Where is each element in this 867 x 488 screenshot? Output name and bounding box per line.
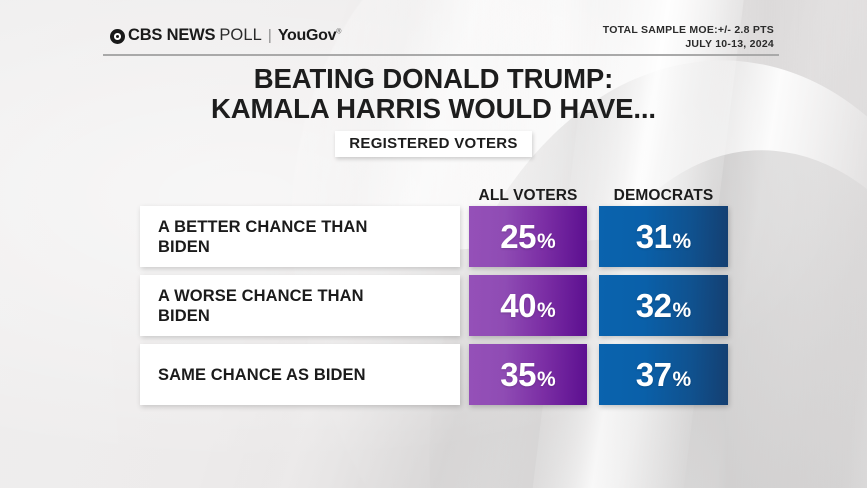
- value-text: 25%: [500, 220, 555, 253]
- value-text: 37%: [636, 358, 691, 391]
- row-label-line-1: A WORSE CHANCE THAN: [158, 286, 364, 305]
- value-text: 40%: [500, 289, 555, 322]
- value-cell-democrats: 32%: [599, 275, 728, 336]
- row-label-line-2: BIDEN: [158, 306, 210, 325]
- value-number: 31: [635, 218, 672, 255]
- column-header-democrats: DEMOCRATS: [613, 187, 714, 204]
- brand-partner-label: YouGov®: [277, 26, 342, 44]
- title-block: BEATING DONALD TRUMP: KAMALA HARRIS WOUL…: [0, 64, 867, 157]
- page-title-line-1: BEATING DONALD TRUMP:: [253, 63, 614, 94]
- cbs-news-poll-yougov-logo: CBS NEWS POLL | YouGov®: [110, 26, 341, 45]
- results-table: ALL VOTERS DEMOCRATS A BETTER CHANCE THA…: [140, 184, 728, 405]
- value-text: 35%: [500, 358, 555, 391]
- table-column-headers: ALL VOTERS DEMOCRATS: [140, 184, 728, 206]
- table-row: SAME CHANCE AS BIDEN 35% 37%: [140, 344, 728, 405]
- brand-network-label: CBS NEWS: [128, 26, 216, 44]
- value-cell-democrats: 37%: [599, 344, 728, 405]
- row-label-text: SAME CHANCE AS BIDEN: [158, 365, 366, 385]
- header-meta: TOTAL SAMPLE MOE:+/- 2.8 PTS JULY 10-13,…: [603, 24, 774, 51]
- value-text: 32%: [636, 289, 691, 322]
- value-number: 35: [500, 356, 537, 393]
- value-text: 31%: [636, 220, 691, 253]
- brand-separator: |: [267, 27, 272, 44]
- subtitle-badge: REGISTERED VOTERS: [335, 131, 532, 157]
- subtitle-wrap: REGISTERED VOTERS: [0, 131, 867, 157]
- header: CBS NEWS POLL | YouGov® TOTAL SAMPLE MOE…: [110, 24, 774, 52]
- percent-sign: %: [537, 368, 556, 391]
- value-cell-all-voters: 35%: [469, 344, 587, 405]
- column-header-all-voters: ALL VOTERS: [478, 187, 578, 204]
- row-label-box: SAME CHANCE AS BIDEN: [140, 344, 460, 405]
- table-row: A BETTER CHANCE THAN BIDEN 25% 31%: [140, 206, 728, 267]
- row-label-box: A BETTER CHANCE THAN BIDEN: [140, 206, 460, 267]
- row-label-line-1: A BETTER CHANCE THAN: [158, 217, 368, 236]
- row-label-line-2: BIDEN: [158, 237, 210, 256]
- row-label-text: A WORSE CHANCE THAN BIDEN: [158, 286, 364, 326]
- value-number: 37: [635, 356, 672, 393]
- trademark-icon: ®: [336, 28, 342, 36]
- margin-of-error-text: TOTAL SAMPLE MOE:+/- 2.8 PTS: [602, 24, 774, 36]
- field-dates-text: JULY 10-13, 2024: [685, 37, 774, 50]
- header-divider: [103, 54, 779, 56]
- value-cell-democrats: 31%: [599, 206, 728, 267]
- row-label-box: A WORSE CHANCE THAN BIDEN: [140, 275, 460, 336]
- value-cell-all-voters: 40%: [469, 275, 587, 336]
- percent-sign: %: [672, 368, 692, 391]
- percent-sign: %: [537, 299, 556, 322]
- percent-sign: %: [672, 230, 692, 253]
- page-title-line-2: KAMALA HARRIS WOULD HAVE...: [211, 93, 656, 124]
- percent-sign: %: [537, 230, 556, 253]
- value-number: 25: [500, 218, 537, 255]
- value-cell-all-voters: 25%: [469, 206, 587, 267]
- value-number: 40: [500, 287, 537, 324]
- row-label-text: A BETTER CHANCE THAN BIDEN: [158, 217, 367, 257]
- brand-poll-label: POLL: [219, 26, 262, 44]
- cbs-eye-icon: [110, 29, 125, 44]
- percent-sign: %: [672, 299, 692, 322]
- table-row: A WORSE CHANCE THAN BIDEN 40% 32%: [140, 275, 728, 336]
- value-number: 32: [635, 287, 672, 324]
- row-label-line-1: SAME CHANCE AS BIDEN: [158, 365, 366, 384]
